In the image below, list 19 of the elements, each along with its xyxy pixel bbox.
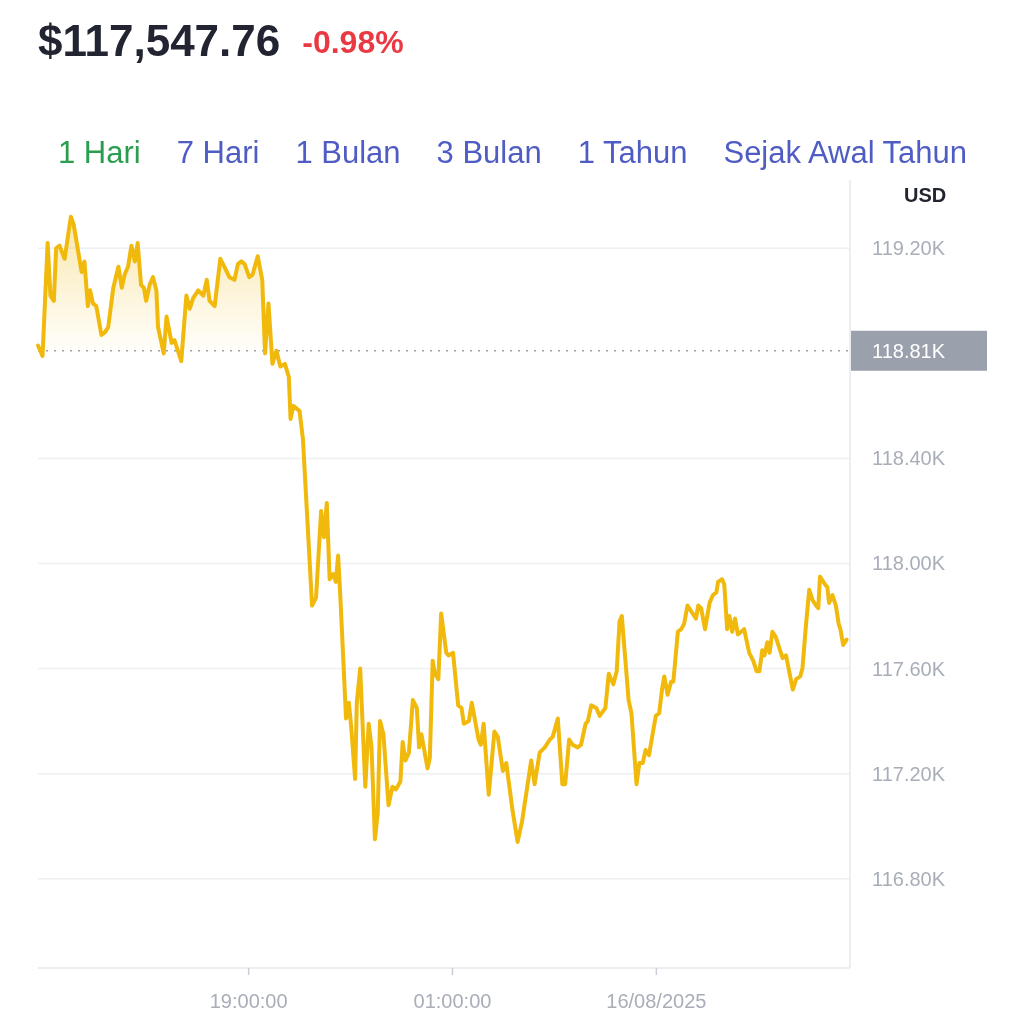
chart-subtitle: -0.98%	[302, 24, 404, 60]
y-tick-label: 118.40K	[872, 447, 946, 470]
x-tick-label: 16/08/2025	[606, 990, 707, 1012]
y-tick-label: 117.20K	[872, 762, 946, 785]
ref-line-label: 118.81K	[872, 339, 946, 362]
y-tick-label: 118.00K	[872, 552, 946, 575]
text: 1 Bulan	[295, 135, 401, 170]
text: 7 Hari	[176, 135, 260, 170]
x-tick-label: 01:00:00	[413, 990, 492, 1012]
chart-title: $117,547.76	[38, 16, 281, 65]
y-tick-label: 117.60K	[872, 657, 946, 680]
y-tick-label: 119.20K	[872, 237, 946, 260]
text: 1 Tahun	[577, 135, 688, 170]
text: 3 Bulan	[436, 135, 542, 170]
x-tick-label: 19:00:00	[209, 990, 288, 1012]
text: 1 Hari	[58, 135, 141, 170]
y-axis-title: USD	[904, 184, 947, 206]
y-tick-label: 116.80K	[872, 867, 946, 890]
text: Sejak Awal Tahun	[723, 135, 968, 170]
